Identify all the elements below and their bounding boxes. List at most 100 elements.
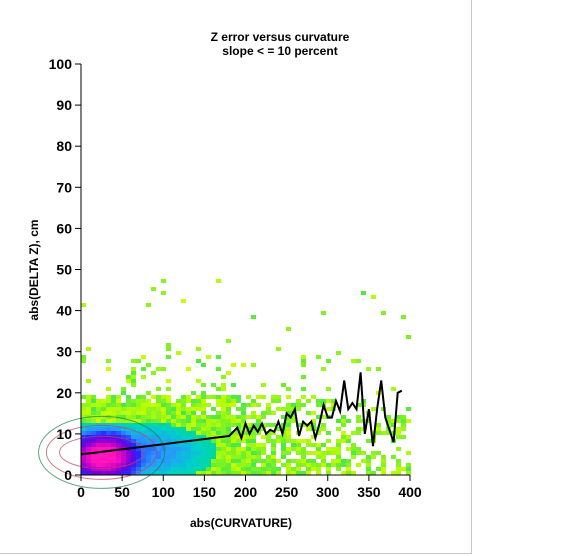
density-cell bbox=[301, 447, 306, 451]
density-cell bbox=[146, 451, 151, 455]
density-cell bbox=[141, 375, 146, 379]
density-cell bbox=[391, 471, 396, 475]
density-cell bbox=[256, 471, 261, 475]
density-cell bbox=[186, 443, 191, 447]
density-cell bbox=[166, 347, 171, 351]
density-cell bbox=[211, 471, 216, 475]
density-cell bbox=[216, 447, 221, 451]
density-cell bbox=[286, 407, 291, 411]
density-cell bbox=[101, 419, 106, 423]
density-cell bbox=[216, 279, 221, 283]
density-cell bbox=[151, 287, 156, 291]
density-cell bbox=[191, 431, 196, 435]
density-cell bbox=[271, 463, 276, 467]
density-cell bbox=[311, 419, 316, 423]
density-cell bbox=[131, 367, 136, 371]
density-cell bbox=[206, 459, 211, 463]
density-cell bbox=[356, 427, 361, 431]
density-cell bbox=[201, 471, 206, 475]
density-cell bbox=[156, 439, 161, 443]
density-cell bbox=[296, 407, 301, 411]
density-cell bbox=[81, 423, 86, 427]
density-cell bbox=[256, 459, 261, 463]
density-cell bbox=[286, 435, 291, 439]
density-cell bbox=[316, 455, 321, 459]
density-cell bbox=[311, 451, 316, 455]
density-cell bbox=[136, 435, 141, 439]
mean-line bbox=[80, 372, 403, 456]
density-cell bbox=[221, 419, 226, 423]
density-cell bbox=[286, 327, 291, 331]
density-cell bbox=[111, 399, 116, 403]
density-cell bbox=[206, 415, 211, 419]
density-cell bbox=[206, 403, 211, 407]
x-tick-label: 250 bbox=[275, 484, 299, 500]
density-cell bbox=[111, 463, 116, 467]
density-cell bbox=[286, 471, 291, 475]
density-cell bbox=[161, 463, 166, 467]
density-cell bbox=[211, 431, 216, 435]
density-cell bbox=[116, 407, 121, 411]
density-cell bbox=[141, 431, 146, 435]
density-cell bbox=[371, 471, 376, 475]
density-cell bbox=[156, 407, 161, 411]
density-cell bbox=[186, 367, 191, 371]
density-cell bbox=[271, 395, 276, 399]
density-cell bbox=[146, 467, 151, 471]
density-cell bbox=[261, 435, 266, 439]
density-cell bbox=[121, 439, 126, 443]
density-cell bbox=[191, 443, 196, 447]
density-cell bbox=[176, 435, 181, 439]
density-cell bbox=[216, 427, 221, 431]
density-cell bbox=[391, 423, 396, 427]
density-cell bbox=[211, 443, 216, 447]
density-cell bbox=[336, 439, 341, 443]
density-cell bbox=[216, 431, 221, 435]
density-cell bbox=[186, 447, 191, 451]
density-cell bbox=[86, 467, 91, 471]
density-cell bbox=[236, 419, 241, 423]
density-cell bbox=[341, 435, 346, 439]
density-cell bbox=[116, 439, 121, 443]
density-cell bbox=[106, 447, 111, 451]
density-cell bbox=[101, 411, 106, 415]
density-cell bbox=[126, 375, 131, 379]
density-cell bbox=[151, 447, 156, 451]
density-cell bbox=[106, 427, 111, 431]
density-cell bbox=[251, 447, 256, 451]
density-cell bbox=[406, 419, 411, 423]
density-cell bbox=[161, 423, 166, 427]
density-cell bbox=[186, 431, 191, 435]
density-cell bbox=[171, 419, 176, 423]
density-cell bbox=[86, 471, 91, 475]
density-cell bbox=[186, 463, 191, 467]
density-cell bbox=[81, 451, 86, 455]
density-cell bbox=[331, 451, 336, 455]
density-cell bbox=[221, 415, 226, 419]
density-cell bbox=[126, 431, 131, 435]
density-cell bbox=[136, 439, 141, 443]
density-cell bbox=[381, 431, 386, 435]
density-cell bbox=[236, 435, 241, 439]
density-cell bbox=[151, 463, 156, 467]
density-cell bbox=[81, 419, 86, 423]
density-cell bbox=[166, 467, 171, 471]
density-cell bbox=[216, 423, 221, 427]
density-cell bbox=[206, 471, 211, 475]
density-cell bbox=[266, 459, 271, 463]
density-cell bbox=[131, 415, 136, 419]
density-cell bbox=[86, 431, 91, 435]
density-cell bbox=[136, 399, 141, 403]
density-cell bbox=[91, 419, 96, 423]
density-cell bbox=[156, 423, 161, 427]
density-cell bbox=[126, 471, 131, 475]
density-cell bbox=[331, 399, 336, 403]
density-cell bbox=[141, 411, 146, 415]
density-cell bbox=[116, 403, 121, 407]
density-cell bbox=[86, 459, 91, 463]
density-cell bbox=[401, 423, 406, 427]
density-cell bbox=[251, 459, 256, 463]
density-cell bbox=[341, 471, 346, 475]
density-cell bbox=[316, 431, 321, 435]
density-cell bbox=[161, 427, 166, 431]
